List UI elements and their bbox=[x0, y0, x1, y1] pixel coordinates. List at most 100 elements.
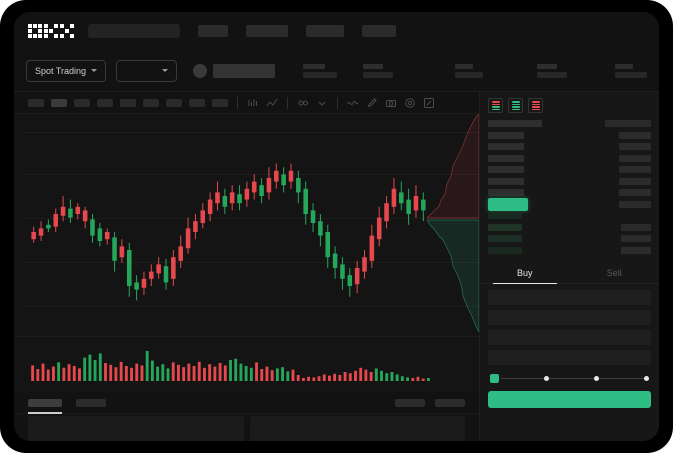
orderbook-layout-buttons bbox=[480, 92, 659, 118]
stat-last-price bbox=[303, 63, 337, 78]
stat-high-24h bbox=[455, 63, 483, 78]
order-type-field[interactable] bbox=[488, 290, 651, 305]
bottom-action-1[interactable] bbox=[395, 398, 425, 407]
logo-letter-x bbox=[60, 24, 74, 38]
line-chart-icon[interactable] bbox=[266, 97, 278, 109]
volume-panel[interactable] bbox=[14, 336, 479, 392]
slider-node-50[interactable] bbox=[594, 376, 599, 381]
trading-pair-bar: Spot Trading bbox=[14, 50, 659, 92]
stat-volume-24h bbox=[615, 63, 647, 78]
stat-low-24h bbox=[537, 63, 567, 78]
indicator-icon[interactable] bbox=[297, 97, 309, 109]
timeframe-30m[interactable] bbox=[97, 98, 113, 107]
stat-change-24h bbox=[363, 63, 393, 78]
toolbar-divider bbox=[337, 96, 338, 109]
nav-item-4[interactable] bbox=[362, 25, 396, 37]
toolbar-divider bbox=[287, 96, 288, 109]
chevron-down-icon bbox=[162, 69, 168, 72]
chevron-down-icon bbox=[91, 69, 98, 72]
current-pair[interactable] bbox=[193, 63, 275, 78]
bottom-panel-left[interactable] bbox=[28, 416, 244, 441]
orderbook-rows bbox=[480, 118, 659, 256]
slider-node-25[interactable] bbox=[544, 376, 549, 381]
order-form-fields bbox=[480, 284, 659, 365]
chart-toolbar bbox=[14, 92, 479, 114]
orders-content bbox=[14, 416, 479, 441]
volume-histogram bbox=[31, 351, 430, 381]
orderbook-ask-row[interactable] bbox=[488, 153, 651, 165]
orderbook-layout-asks[interactable] bbox=[528, 98, 543, 113]
gridline bbox=[24, 306, 479, 307]
timeframe-1m[interactable] bbox=[28, 98, 44, 107]
candlestick-chart-icon[interactable] bbox=[247, 97, 259, 109]
coin-icon bbox=[193, 63, 207, 78]
orderbook-ask-row[interactable] bbox=[488, 141, 651, 153]
price-field[interactable] bbox=[488, 310, 651, 325]
nav-item-3[interactable] bbox=[306, 25, 344, 37]
market-type-selector[interactable]: Spot Trading bbox=[26, 59, 107, 82]
settings-gear-icon[interactable] bbox=[404, 97, 416, 109]
timeframe-4h[interactable] bbox=[143, 98, 159, 107]
orderbook-and-form-panel: Buy Sell bbox=[479, 92, 659, 441]
orderbook-ask-row[interactable] bbox=[488, 164, 651, 176]
orderbook-bid-row[interactable] bbox=[488, 222, 651, 234]
depth-chart-overlay bbox=[427, 114, 479, 333]
slider-track bbox=[492, 378, 649, 379]
app-screen: Spot Trading bbox=[14, 12, 659, 441]
camera-snapshot-icon[interactable] bbox=[385, 97, 397, 109]
timeframe-more[interactable] bbox=[212, 98, 228, 107]
fullscreen-icon[interactable] bbox=[423, 97, 435, 109]
price-chart[interactable] bbox=[14, 114, 479, 336]
pair-selector-dropdown[interactable] bbox=[116, 59, 177, 82]
orderbook-ask-row[interactable] bbox=[488, 187, 651, 199]
timeframe-5m[interactable] bbox=[51, 98, 67, 107]
tab-open-orders[interactable] bbox=[28, 398, 62, 414]
buy-sell-tabs: Buy Sell bbox=[480, 262, 659, 284]
gridline bbox=[24, 174, 479, 175]
tab-order-history[interactable] bbox=[76, 398, 106, 407]
tab-buy[interactable]: Buy bbox=[480, 262, 570, 284]
amount-percent-slider[interactable] bbox=[480, 370, 659, 383]
orderbook-bid-row[interactable] bbox=[488, 245, 651, 257]
place-buy-order-button[interactable] bbox=[488, 391, 651, 408]
orderbook-ask-row[interactable] bbox=[488, 176, 651, 188]
logo-letter-o bbox=[28, 24, 42, 38]
orderbook-ask-row[interactable] bbox=[488, 130, 651, 142]
slider-node-75[interactable] bbox=[644, 376, 649, 381]
wave-chart-icon[interactable] bbox=[347, 97, 359, 109]
orderbook-last-price-row[interactable] bbox=[488, 197, 651, 211]
slider-handle[interactable] bbox=[490, 374, 499, 383]
tab-sell[interactable]: Sell bbox=[606, 268, 622, 278]
gridline bbox=[24, 218, 479, 219]
orderbook-bid-row[interactable] bbox=[488, 210, 651, 222]
toolbar-divider bbox=[237, 96, 238, 109]
gridline bbox=[24, 132, 479, 133]
orderbook-bid-row[interactable] bbox=[488, 233, 651, 245]
gridline bbox=[24, 262, 479, 263]
total-field[interactable] bbox=[488, 350, 651, 365]
logo-letter-k bbox=[44, 24, 58, 38]
orders-tab-bar bbox=[14, 392, 479, 414]
bottom-panel-right[interactable] bbox=[249, 416, 465, 441]
timeframe-1d[interactable] bbox=[166, 98, 182, 107]
orderbook-layout-bids[interactable] bbox=[508, 98, 523, 113]
bottom-action-2[interactable] bbox=[435, 398, 465, 407]
pair-name-label bbox=[213, 63, 275, 78]
orderbook-layout-both[interactable] bbox=[488, 98, 503, 113]
chevron-down-icon[interactable] bbox=[316, 97, 328, 109]
timeframe-1w[interactable] bbox=[189, 98, 205, 107]
nav-item-1[interactable] bbox=[198, 25, 228, 37]
pencil-draw-icon[interactable] bbox=[366, 97, 378, 109]
orders-actions bbox=[395, 398, 465, 407]
top-navigation-bar bbox=[14, 12, 659, 50]
search-input[interactable] bbox=[88, 24, 180, 38]
okx-logo[interactable] bbox=[28, 24, 74, 38]
amount-field[interactable] bbox=[488, 330, 651, 345]
candlestick-series bbox=[31, 163, 426, 301]
nav-items bbox=[198, 25, 396, 37]
timeframe-15m[interactable] bbox=[74, 98, 90, 107]
orderbook-header-row bbox=[488, 118, 651, 130]
nav-item-2[interactable] bbox=[246, 25, 288, 37]
timeframe-1h[interactable] bbox=[120, 98, 136, 107]
